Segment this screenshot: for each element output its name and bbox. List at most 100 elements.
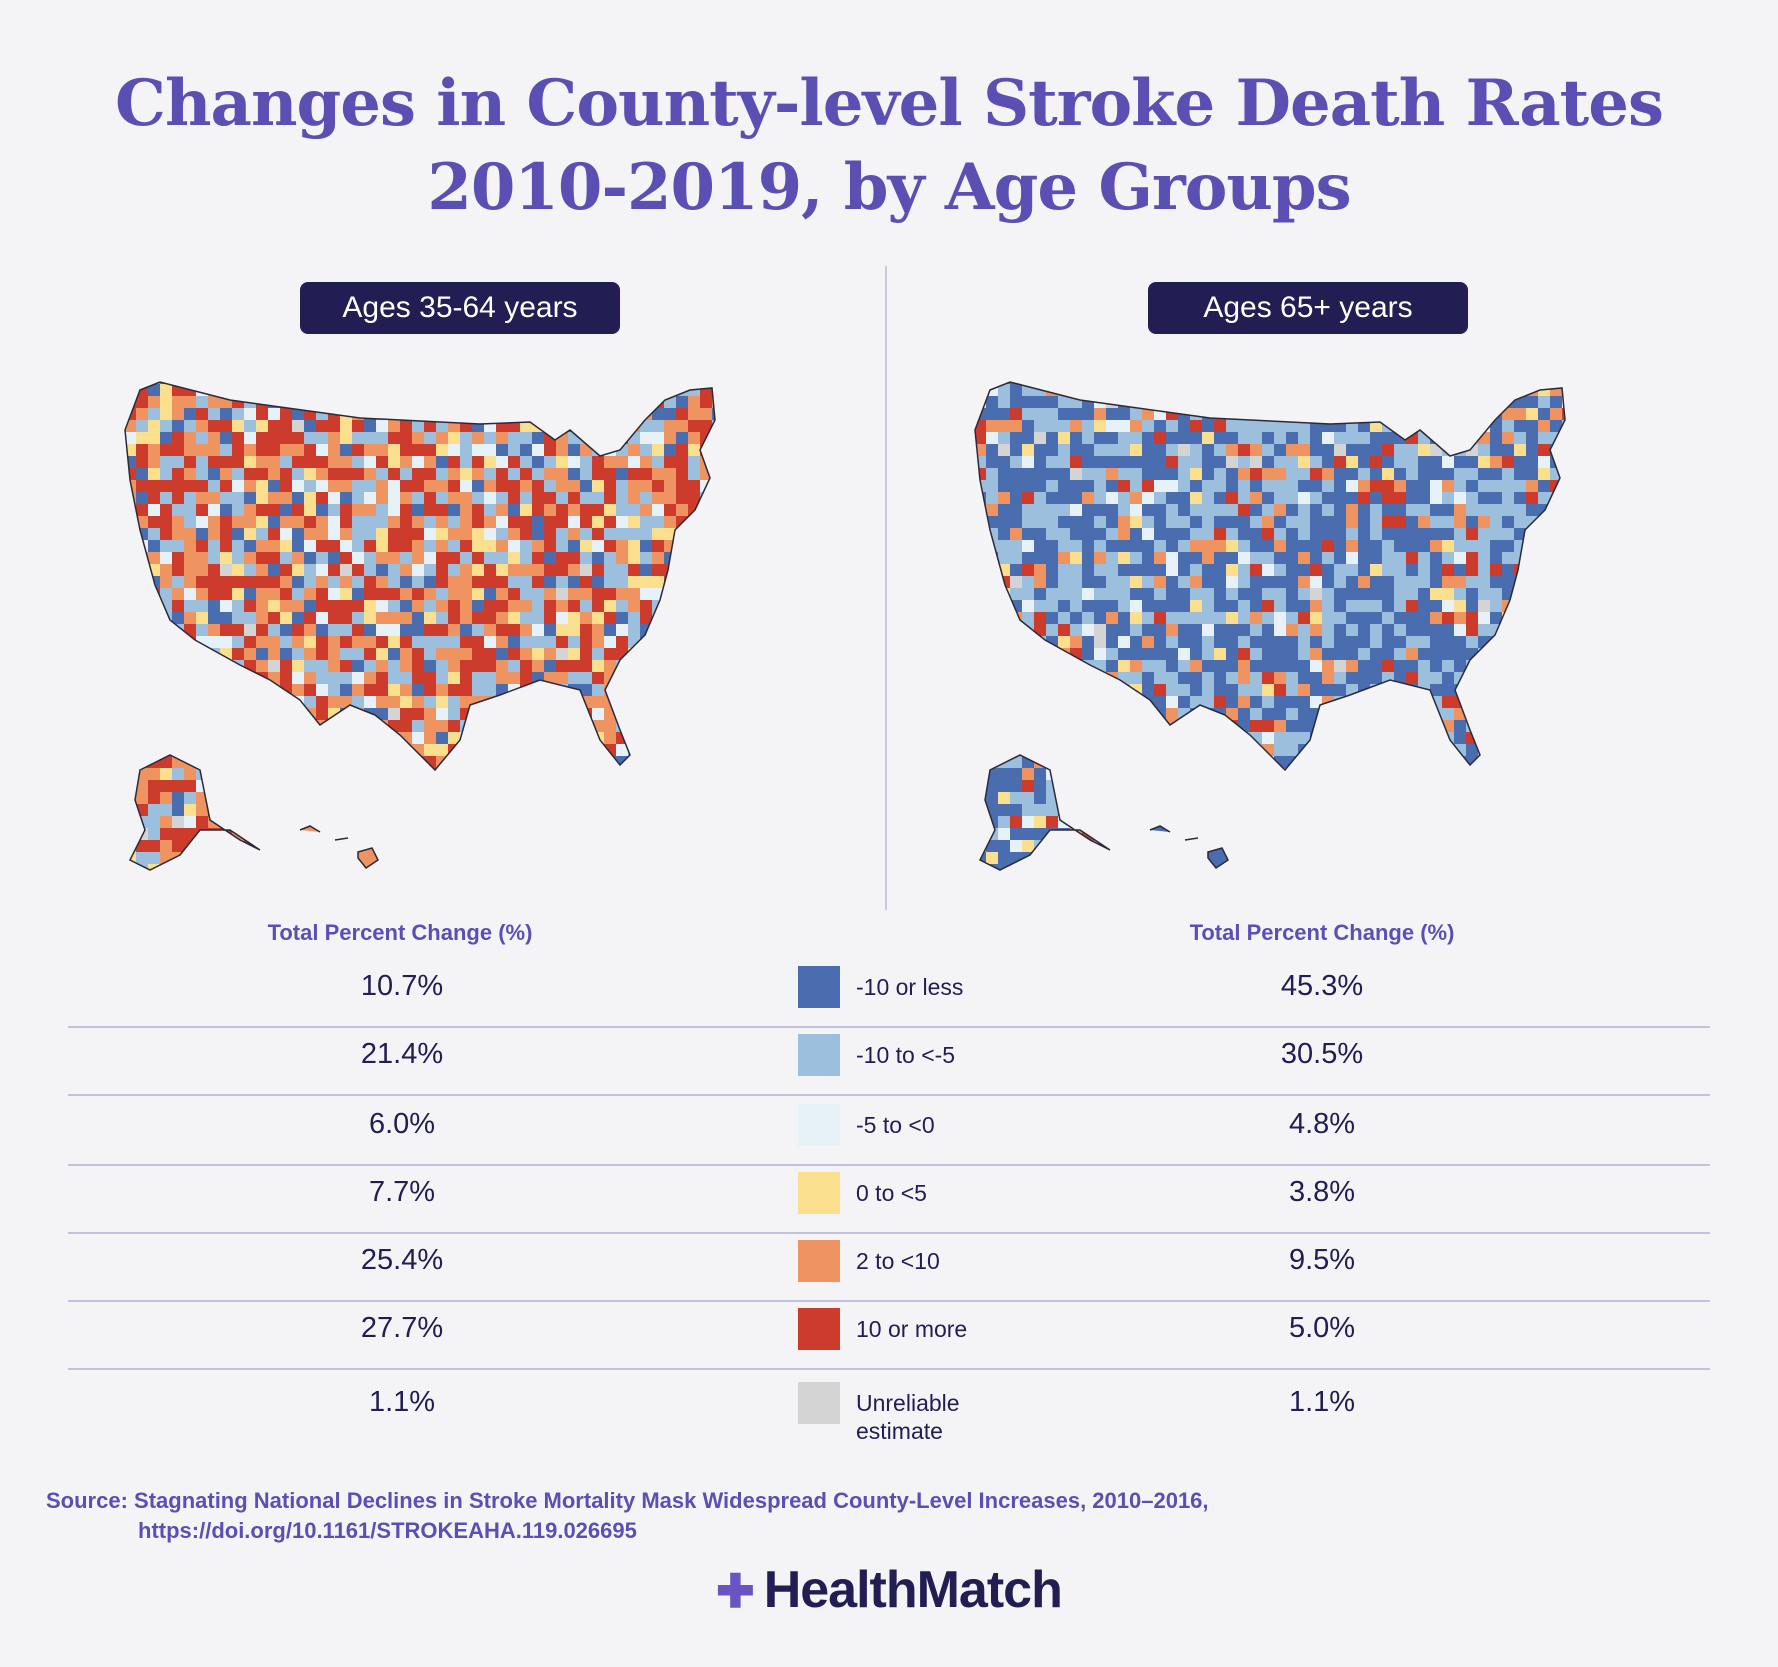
county-cell	[1430, 600, 1442, 612]
county-cell	[556, 420, 568, 432]
county-cell	[1382, 444, 1394, 456]
county-cell	[1406, 588, 1418, 600]
county-cell	[1646, 588, 1650, 600]
county-cell	[1190, 720, 1202, 732]
county-cell	[1310, 396, 1322, 408]
county-cell	[1334, 624, 1346, 636]
county-cell	[1118, 456, 1130, 468]
county-cell	[1598, 444, 1610, 456]
county-cell	[950, 372, 962, 384]
county-cell	[1166, 382, 1178, 384]
county-cell	[232, 696, 244, 708]
county-cell	[208, 504, 220, 516]
county-cell	[125, 660, 136, 672]
county-cell	[388, 612, 400, 624]
county-cell	[244, 408, 256, 420]
county-cell	[628, 804, 640, 816]
county-cell	[676, 504, 688, 516]
county-cell	[712, 624, 715, 636]
county-cell	[1262, 588, 1274, 600]
county-cell	[1466, 636, 1478, 648]
county-cell	[112, 804, 124, 816]
county-cell	[388, 852, 400, 864]
county-cell	[1286, 804, 1298, 816]
county-cell	[1214, 384, 1226, 396]
county-cell	[628, 816, 640, 828]
county-cell	[280, 360, 292, 372]
county-cell	[975, 600, 986, 612]
county-cell	[1094, 444, 1106, 456]
county-cell	[232, 864, 244, 870]
county-cell	[1310, 382, 1322, 384]
county-cell	[1238, 768, 1250, 780]
county-cell	[1310, 660, 1322, 672]
us-map-35-64-graphic	[100, 360, 800, 880]
county-cell	[1430, 648, 1442, 660]
county-cell	[1010, 396, 1022, 408]
county-cell	[1070, 576, 1082, 588]
county-cell	[352, 636, 364, 648]
county-cell	[388, 696, 400, 708]
county-cell	[1238, 564, 1250, 576]
county-cell	[1370, 504, 1382, 516]
county-cell	[304, 540, 316, 552]
county-cell	[424, 624, 436, 636]
county-cell	[1130, 708, 1142, 720]
county-cell	[1082, 360, 1094, 372]
county-cell	[950, 540, 962, 552]
county-cell	[1286, 540, 1298, 552]
county-cell	[100, 492, 112, 504]
county-cell	[1286, 780, 1298, 792]
county-cell	[1202, 588, 1214, 600]
county-cell	[172, 408, 184, 420]
county-cell	[496, 792, 508, 804]
county-cell	[1166, 360, 1178, 372]
county-cell	[1346, 792, 1358, 804]
county-cell	[532, 660, 544, 672]
county-cell	[1334, 528, 1346, 540]
county-cell	[580, 612, 592, 624]
county-cell	[1454, 468, 1466, 480]
county-cell	[220, 876, 232, 880]
county-cell	[568, 828, 580, 840]
county-cell	[1418, 612, 1430, 624]
county-cell	[1250, 792, 1262, 804]
county-cell	[796, 408, 800, 420]
county-cell	[448, 600, 460, 612]
county-cell	[148, 732, 160, 744]
county-cell	[628, 732, 640, 744]
county-cell	[424, 828, 436, 840]
county-cell	[1046, 432, 1058, 444]
county-cell	[112, 672, 124, 684]
county-cell	[1154, 660, 1166, 672]
county-cell	[424, 456, 436, 468]
county-cell	[340, 480, 352, 492]
county-cell	[1562, 540, 1565, 552]
county-cell	[1370, 672, 1382, 684]
county-cell	[556, 360, 568, 372]
county-cell	[172, 720, 184, 732]
county-cell	[1022, 672, 1034, 684]
county-cell	[1514, 816, 1526, 828]
county-cell	[1514, 696, 1526, 708]
county-cell	[1382, 528, 1394, 540]
county-cell	[772, 552, 784, 564]
county-cell	[748, 600, 760, 612]
county-cell	[244, 564, 256, 576]
county-cell	[760, 432, 772, 444]
county-cell	[664, 420, 676, 432]
county-cell	[484, 876, 496, 880]
county-cell	[1382, 756, 1394, 768]
county-cell	[640, 876, 652, 880]
county-cell	[1082, 816, 1094, 828]
county-cell	[160, 696, 172, 708]
county-cell	[1298, 756, 1310, 768]
county-cell	[1118, 480, 1130, 492]
county-cell	[1166, 840, 1178, 852]
county-cell	[950, 360, 962, 372]
county-cell	[1118, 768, 1130, 780]
county-cell	[292, 384, 304, 396]
county-cell	[664, 816, 676, 828]
county-cell	[148, 420, 160, 432]
county-cell	[316, 612, 328, 624]
